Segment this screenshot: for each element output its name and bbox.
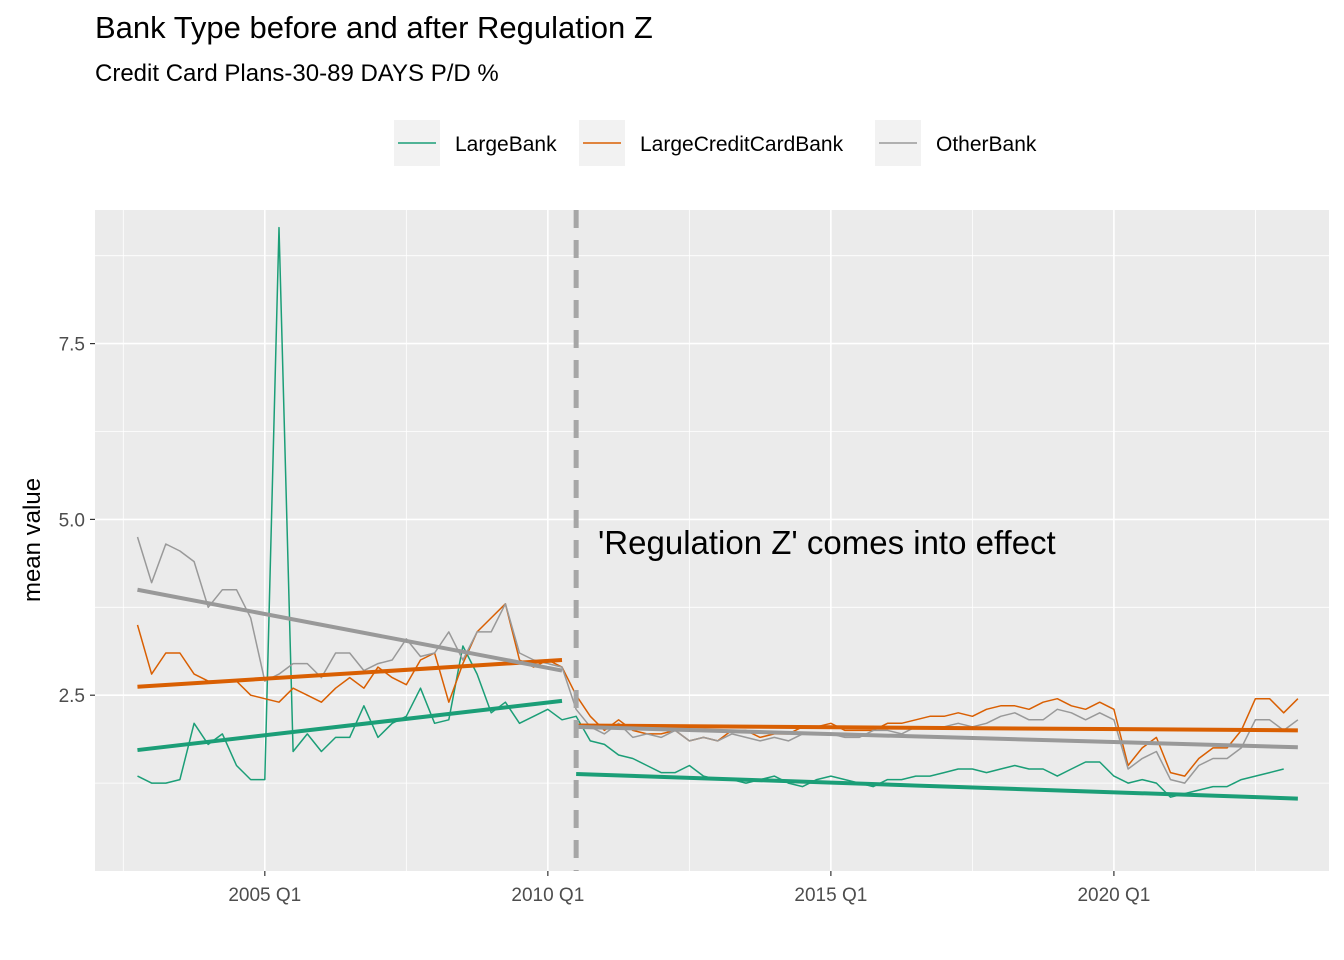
chart-title: Bank Type before and after Regulation Z: [95, 10, 653, 45]
y-tick-label: 7.5: [59, 335, 85, 356]
x-tick-label: 2020 Q1: [1077, 885, 1150, 906]
legend: LargeBank LargeCreditCardBank OtherBank: [394, 120, 1037, 166]
trend-line-largebank-after: [576, 771, 1298, 801]
trend-line-otherbank-after: [576, 724, 1298, 750]
trend-layer: [137, 587, 1298, 801]
y-tick-label: 2.5: [59, 686, 85, 707]
y-axis-title: mean value: [19, 478, 46, 602]
gridlines: [95, 210, 1329, 871]
axes: 2.5 5.0 7.5 2005 Q1 2010 Q1 2015 Q1 2020 Q1: [59, 335, 1151, 906]
series-line-otherbank: [136, 536, 1299, 784]
y-tick-label: 5.0: [59, 510, 85, 531]
trend-line-otherbank-before: [137, 587, 563, 673]
trend-line-largecreditcardbank-before: [137, 658, 563, 689]
legend-label-otherbank: OtherBank: [936, 133, 1037, 156]
plot-panel: [95, 210, 1329, 871]
legend-label-largebank: LargeBank: [455, 133, 557, 156]
x-tick-label: 2010 Q1: [511, 885, 584, 906]
legend-label-largecreditcardbank: LargeCreditCardBank: [640, 133, 844, 156]
trend-line-largebank-before: [137, 698, 563, 753]
annotation-text: 'Regulation Z' comes into effect: [598, 524, 1056, 561]
x-tick-label: 2005 Q1: [228, 885, 301, 906]
chart-subtitle: Credit Card Plans-30-89 DAYS P/D %: [95, 60, 499, 87]
x-tick-label: 2015 Q1: [794, 885, 867, 906]
trend-line-largecreditcardbank-after: [576, 723, 1298, 733]
